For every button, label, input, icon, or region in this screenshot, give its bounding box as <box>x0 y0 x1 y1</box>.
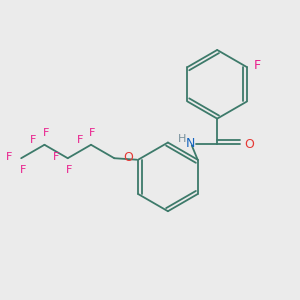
Text: F: F <box>89 128 96 138</box>
Text: F: F <box>43 128 49 138</box>
Text: F: F <box>30 135 36 145</box>
Text: F: F <box>52 152 59 162</box>
Text: F: F <box>6 152 12 162</box>
Text: F: F <box>76 135 83 145</box>
Text: H: H <box>178 134 186 144</box>
Text: F: F <box>254 59 261 72</box>
Text: O: O <box>244 137 254 151</box>
Text: F: F <box>20 165 26 175</box>
Text: N: N <box>185 136 195 150</box>
Text: O: O <box>123 151 133 164</box>
Text: F: F <box>66 165 72 175</box>
